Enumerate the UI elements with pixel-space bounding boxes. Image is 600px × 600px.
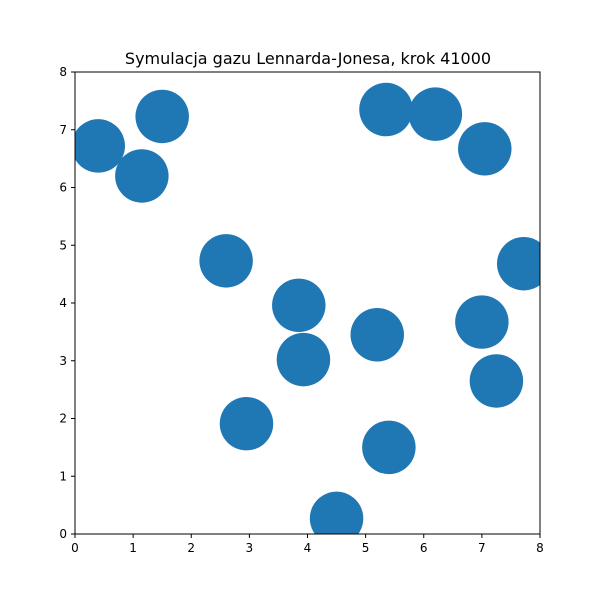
markers-group <box>75 82 540 534</box>
y-tick-label: 3 <box>59 354 67 368</box>
x-tick-label: 0 <box>71 541 79 555</box>
y-axis-ticks: 0 1 2 3 4 5 6 7 8 <box>59 65 75 541</box>
y-tick-label: 5 <box>59 238 67 252</box>
particle-marker <box>199 234 253 288</box>
particle-marker <box>219 396 274 451</box>
y-tick-label: 1 <box>59 469 67 483</box>
y-tick-label: 8 <box>59 65 67 79</box>
particle-marker <box>75 119 125 173</box>
particle-marker <box>350 308 404 362</box>
chart-title: Symulacja gazu Lennarda-Jonesa, krok 410… <box>125 49 491 68</box>
particle-marker <box>458 122 512 176</box>
particle-marker <box>272 278 326 333</box>
particle-marker <box>135 89 189 144</box>
x-tick-label: 3 <box>246 541 254 555</box>
x-axis-ticks: 0 1 2 3 4 5 6 7 8 <box>71 534 544 555</box>
particle-marker <box>115 149 169 203</box>
particle-marker <box>408 87 463 141</box>
y-tick-label: 0 <box>59 527 67 541</box>
particle-marker <box>359 82 413 137</box>
x-tick-label: 6 <box>420 541 428 555</box>
x-tick-label: 2 <box>187 541 195 555</box>
particle-marker <box>469 354 524 408</box>
particle-marker <box>276 332 331 387</box>
y-tick-label: 2 <box>59 412 67 426</box>
particle-marker <box>362 420 416 475</box>
x-tick-label: 5 <box>362 541 370 555</box>
x-tick-label: 4 <box>304 541 312 555</box>
y-tick-label: 6 <box>59 181 67 195</box>
particle-marker <box>455 295 509 349</box>
x-tick-label: 8 <box>536 541 544 555</box>
x-tick-label: 7 <box>478 541 486 555</box>
plot-frame <box>74 71 541 535</box>
x-tick-label: 1 <box>129 541 137 555</box>
particle-marker <box>496 237 540 291</box>
y-tick-label: 4 <box>59 296 67 310</box>
particle-marker <box>309 491 364 534</box>
y-tick-label: 7 <box>59 123 67 137</box>
